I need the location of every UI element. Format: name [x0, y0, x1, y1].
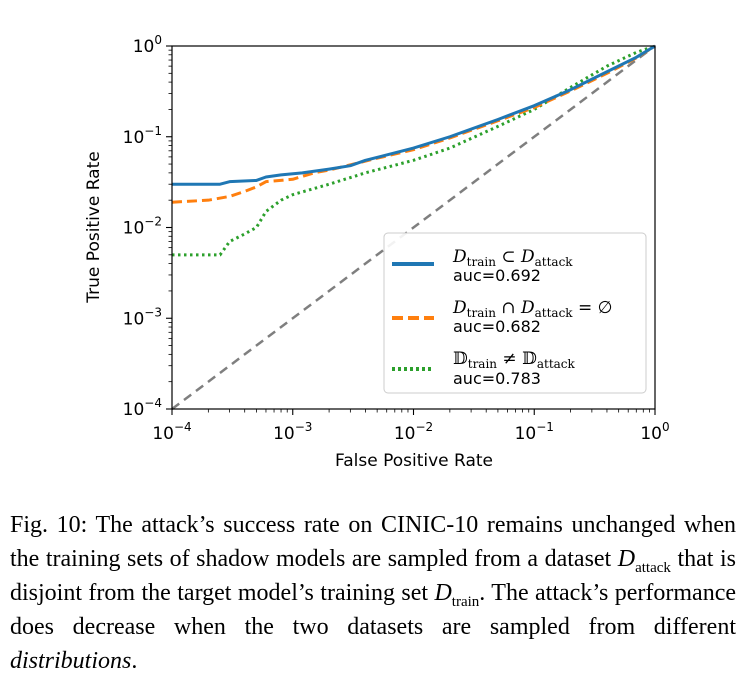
caption-distributions: distributions [10, 648, 132, 674]
legend-label-series-3: 𝔻train ≠ 𝔻attack [453, 349, 576, 371]
series-line-dashed [171, 44, 656, 204]
caption-d-attack: D [617, 546, 636, 572]
series-layer [171, 44, 656, 410]
y-tick-label: 10−1 [123, 124, 162, 148]
legend-label-series-1: Dtrain ⊂ Dattack [452, 247, 573, 269]
legend-auc-series-1: auc=0.692 [453, 266, 541, 285]
roc-chart: 10−4 10−3 10−2 10−1 100 10−4 10−3 10−2 10−1 100 F… [84, 33, 670, 471]
series-line-dotted [172, 44, 656, 257]
figure-caption: Fig. 10: The attack’s success rate on CI… [10, 508, 736, 678]
legend: Dtrain ⊂ Dattack auc=0.692 Dtrain ∩ Datt… [383, 232, 647, 394]
y-tick-label: 10−4 [123, 396, 162, 420]
series-line-solid [172, 44, 656, 186]
legend-box [383, 232, 647, 394]
x-tick-label: 10−3 [273, 420, 312, 444]
series-line-dashed-diagonal [171, 45, 656, 410]
x-tick-label: 10−4 [152, 420, 191, 444]
ticks-layer: 10−4 10−3 10−2 10−1 100 10−4 10−3 10−2 10−1 100 [123, 33, 670, 444]
caption-d-train-sub: train [451, 593, 480, 610]
x-tick-label: 10−2 [394, 420, 433, 444]
caption-text-4: . [131, 648, 138, 674]
y-tick-label: 10−3 [123, 305, 162, 329]
x-axis-label: False Positive Rate [335, 451, 493, 471]
y-axis-label: True Positive Rate [84, 151, 104, 303]
caption-text-2: that is disjoint from the target model’s… [10, 546, 736, 606]
legend-label-series-2: Dtrain ∩ Dattack = ∅ [452, 298, 612, 320]
caption-d-train: D [434, 580, 452, 606]
caption-text-3: . The attack’s performance does decrease… [10, 580, 736, 640]
x-tick-label: 10−1 [515, 420, 554, 444]
y-tick-label: 100 [133, 33, 162, 57]
legend-auc-series-3: auc=0.783 [453, 369, 541, 388]
caption-d-attack-sub: attack [635, 559, 671, 576]
caption-text-1: The attack’s success rate on CINIC-10 re… [10, 512, 736, 572]
x-tick-label: 100 [640, 420, 669, 444]
legend-auc-series-2: auc=0.682 [453, 317, 541, 336]
y-tick-label: 10−2 [123, 215, 162, 239]
caption-fig-label: Fig. 10: [10, 512, 88, 538]
